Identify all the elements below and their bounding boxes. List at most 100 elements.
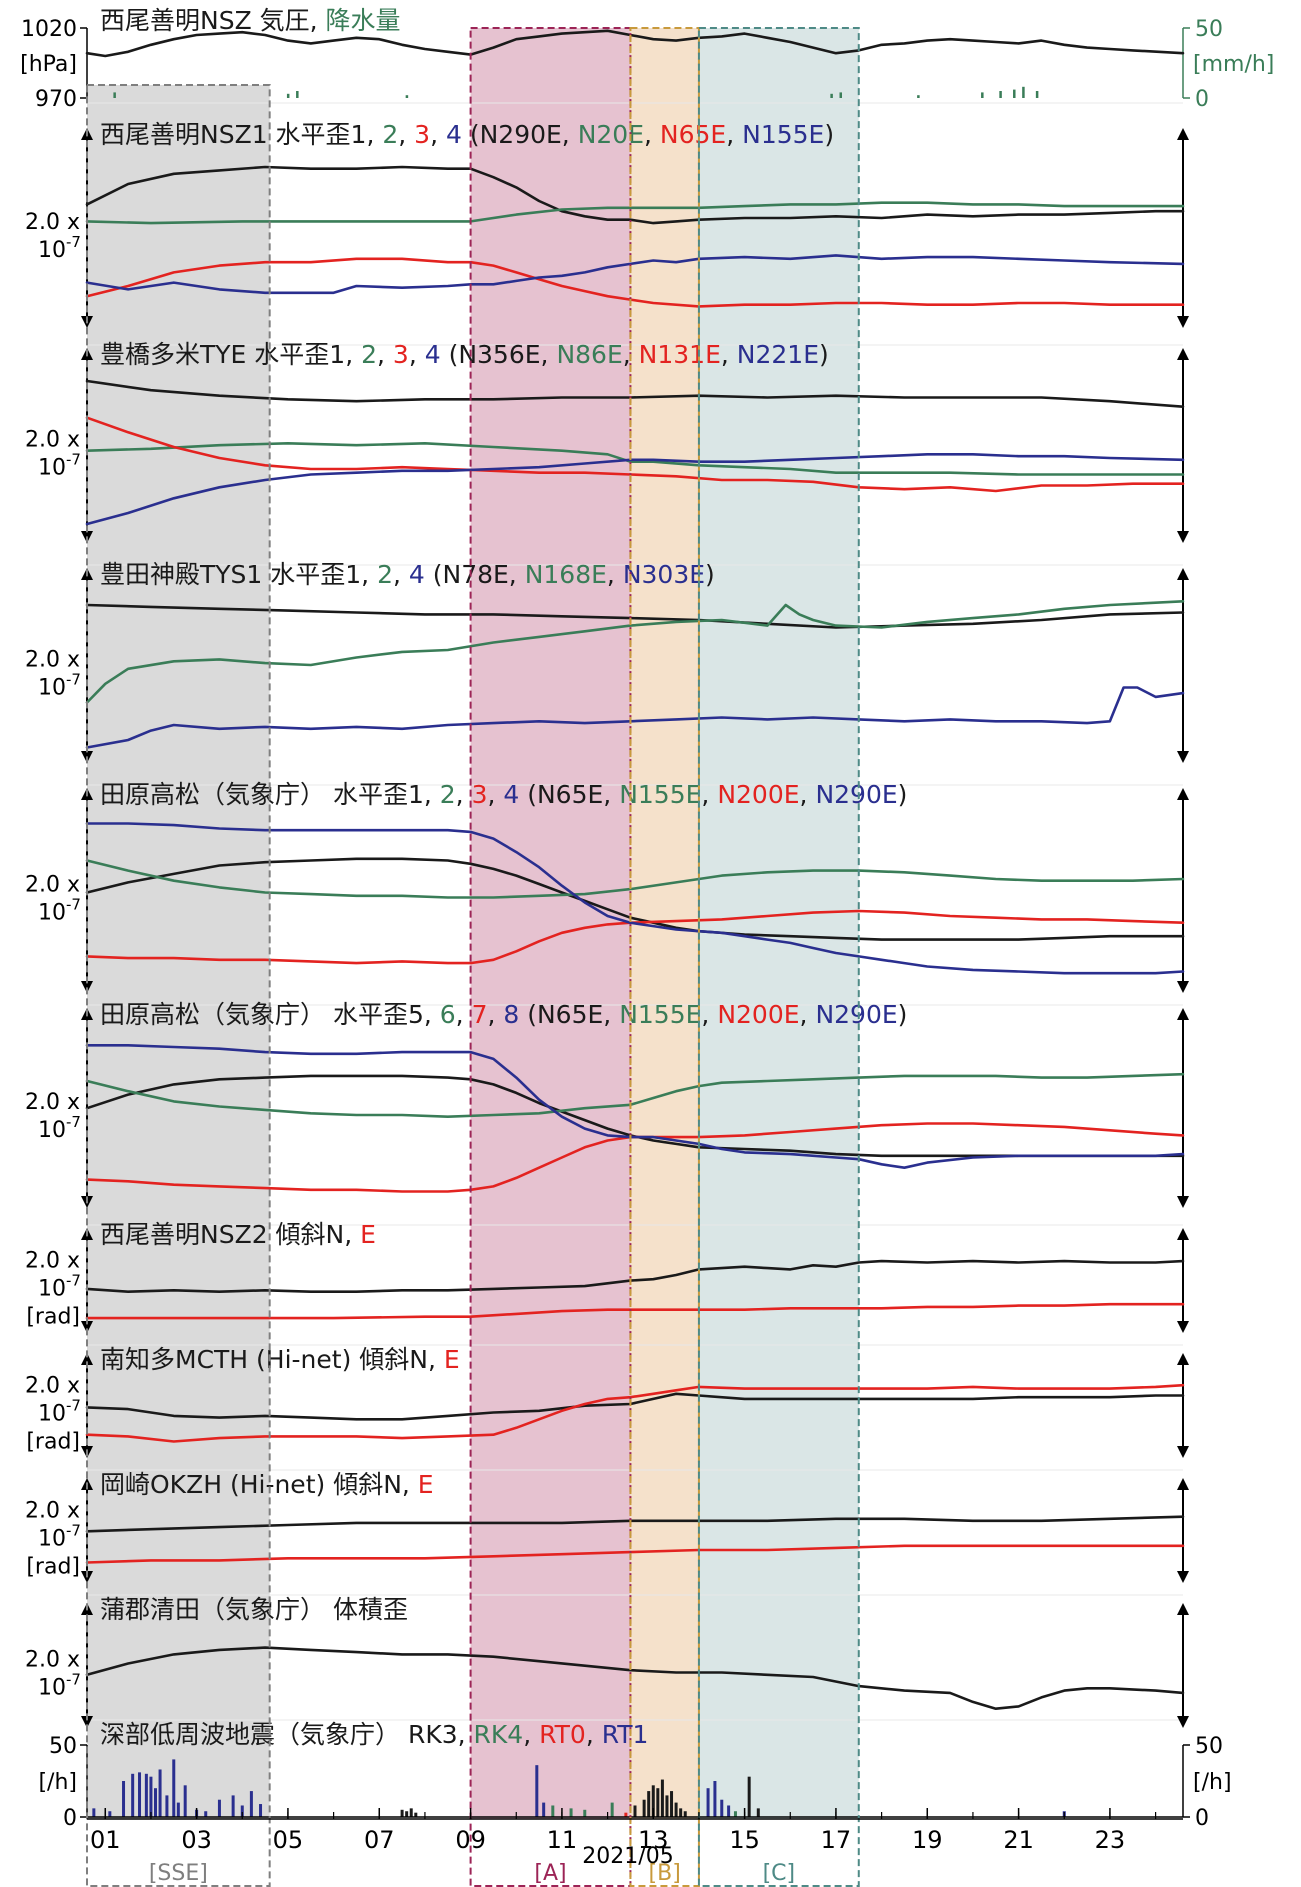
series-nsz1-black — [85, 165, 1185, 225]
panel-title-part: 深部低周波地震（気象庁） RK3, — [100, 1720, 474, 1749]
panel-lfe: 深部低周波地震（気象庁） RK3, RK4, RT0, RT1 50 0 [/h] 50… — [38, 1720, 1231, 1831]
scale-label-value: 2.0 x — [25, 648, 80, 673]
period-label-3: [B] — [649, 1861, 681, 1886]
right-range-arrow-head-bottom — [1177, 531, 1189, 543]
series-tahara2-blue — [85, 1044, 1185, 1169]
panel-title-part: RT0 — [539, 1720, 586, 1749]
lfe-bar-blue — [154, 1788, 157, 1817]
series-tahara1-black — [85, 857, 1185, 941]
panel-title-part: 2 — [377, 560, 393, 589]
lfe-bar-black — [405, 1811, 409, 1817]
period-label-1: [SSE] — [149, 1861, 208, 1886]
precip-bar — [113, 92, 116, 98]
precip-bar — [296, 91, 299, 98]
lfe-bar-black — [747, 1776, 751, 1817]
x-axis-tick-label: 19 — [912, 1826, 943, 1854]
panel-title-part: 南知多MCTH (Hi-net) 傾斜N, — [100, 1345, 444, 1374]
panel-title-part: 豊橋多米TYE 水平歪1, — [100, 340, 361, 369]
series-gamagori-black — [85, 1646, 1185, 1710]
lfe-bar-blue — [713, 1781, 717, 1817]
lfe-bar-black — [665, 1795, 669, 1817]
scale-label-power: 10 — [38, 1118, 66, 1143]
right-range-arrow-head-bottom — [1177, 1321, 1189, 1333]
panel-title-part: , — [644, 120, 660, 149]
x-axis: 01 03 05 07 09 11 13 15 17 19 21 23 2021/05 — [87, 1808, 1183, 1869]
series-tye-green — [85, 441, 1185, 476]
lfe-bar-green — [733, 1811, 737, 1817]
panel-title-part: 2 — [440, 780, 456, 809]
panel-title-tahara2: 田原高松（気象庁） 水平歪5, 6, 7, 8 (N65E, N155E, N2… — [100, 1000, 907, 1029]
panel-title-part: N86E — [556, 340, 622, 369]
lfe-bar-black — [679, 1808, 683, 1817]
lfe-bar-black — [409, 1808, 413, 1817]
panel-title-part: N168E — [525, 560, 607, 589]
left-range-arrow-head-bottom — [81, 1716, 93, 1728]
panel-title-part: , — [523, 1720, 539, 1749]
scale-label-value: 2.0 x — [25, 1090, 80, 1115]
series-nsz1-blue — [85, 254, 1185, 295]
panel-gamagori: 蒲郡清田（気象庁） 体積歪 2.0 x 10 -7 — [25, 1595, 1189, 1728]
panel-title-part: , — [586, 1720, 602, 1749]
series-tahara1-blue — [85, 822, 1185, 975]
panel-title-part: 4 — [503, 780, 519, 809]
precip-bar — [286, 93, 290, 98]
series-nsz2-black — [85, 1259, 1185, 1293]
precip-bar — [1022, 86, 1025, 98]
scale-label-unit: [rad] — [26, 1555, 80, 1580]
series-mcth-black — [85, 1392, 1185, 1421]
period-borders: [SSE] [A] [B] [C] — [86, 27, 860, 1887]
panel-title-part: 4 — [446, 120, 462, 149]
panel-title-part: (N65E, — [519, 780, 619, 809]
scale-label-exponent: -7 — [66, 1522, 81, 1540]
lfe-bar-blue — [183, 1785, 187, 1817]
precip-bar — [999, 91, 1002, 98]
scale-label-value: 2.0 x — [25, 1249, 80, 1274]
panel-pressure: 西尾善明NSZ 気圧, 降水量 1020 970 [hPa] 50 0 [mm/h] — [20, 6, 1274, 112]
lfe-bar-blue — [217, 1799, 221, 1817]
panel-title-part: , — [456, 1000, 472, 1029]
panel-title-part: 西尾善明NSZ1 水平歪1, — [100, 120, 382, 149]
right-axis-tick-label: 0 — [1195, 1806, 1209, 1831]
right-range-arrow-head-top — [1177, 1478, 1189, 1490]
lfe-bar-blue — [138, 1772, 142, 1817]
lfe-bar-black — [651, 1785, 655, 1817]
precip-bar — [917, 95, 920, 98]
panel-title-nsz2: 西尾善明NSZ2 傾斜N, E — [100, 1220, 376, 1249]
x-axis-title: 2021/05 — [582, 1844, 673, 1869]
panel-title-part: , — [398, 120, 414, 149]
x-axis-tick-label: 09 — [455, 1826, 486, 1854]
panel-title-part: 豊田神殿TYS1 水平歪1, — [100, 560, 377, 589]
panel-title-part: 3 — [393, 340, 409, 369]
right-range-arrow-head-bottom — [1177, 1196, 1189, 1208]
panel-title-pressure: 西尾善明NSZ 気圧, 降水量 — [100, 6, 401, 35]
series-tahara2-black — [85, 1074, 1185, 1158]
lfe-bar-black — [400, 1809, 404, 1817]
lfe-bar-black — [660, 1779, 664, 1817]
panel-title-part: ) — [898, 780, 908, 809]
x-axis-tick-label: 05 — [273, 1826, 304, 1854]
panel-title-part: , — [409, 340, 425, 369]
panel-title-part: , — [800, 1000, 816, 1029]
right-range-arrow-head-bottom — [1177, 1446, 1189, 1458]
x-axis-tick-label: 07 — [364, 1826, 395, 1854]
x-axis-tick-label: 21 — [1003, 1826, 1034, 1854]
lfe-bar-black — [756, 1808, 760, 1817]
lfe-bar-blue — [535, 1765, 539, 1817]
lfe-bar-black — [656, 1788, 660, 1817]
lfe-bar-black — [633, 1805, 637, 1817]
panel-tahara2: 田原高松（気象庁） 水平歪5, 6, 7, 8 (N65E, N155E, N2… — [25, 1000, 1189, 1208]
lfe-bar-blue — [108, 1811, 112, 1817]
panel-title-part: E — [360, 1220, 376, 1249]
scale-label-power: 10 — [38, 676, 66, 701]
period-border-2 — [469, 27, 632, 1887]
scale-label-exponent: -7 — [66, 1272, 81, 1290]
scale-label-value: 2.0 x — [25, 1374, 80, 1399]
lfe-bar-black — [647, 1791, 651, 1817]
panel-title-tahara1: 田原高松（気象庁） 水平歪1, 2, 3, 4 (N65E, N155E, N2… — [100, 780, 907, 809]
panel-title-part: , — [430, 120, 446, 149]
lfe-bar-blue — [249, 1791, 253, 1817]
x-axis-tick-label: 13 — [638, 1826, 669, 1854]
lfe-bar-blue — [204, 1811, 208, 1817]
series-tahara1-red — [85, 909, 1185, 965]
